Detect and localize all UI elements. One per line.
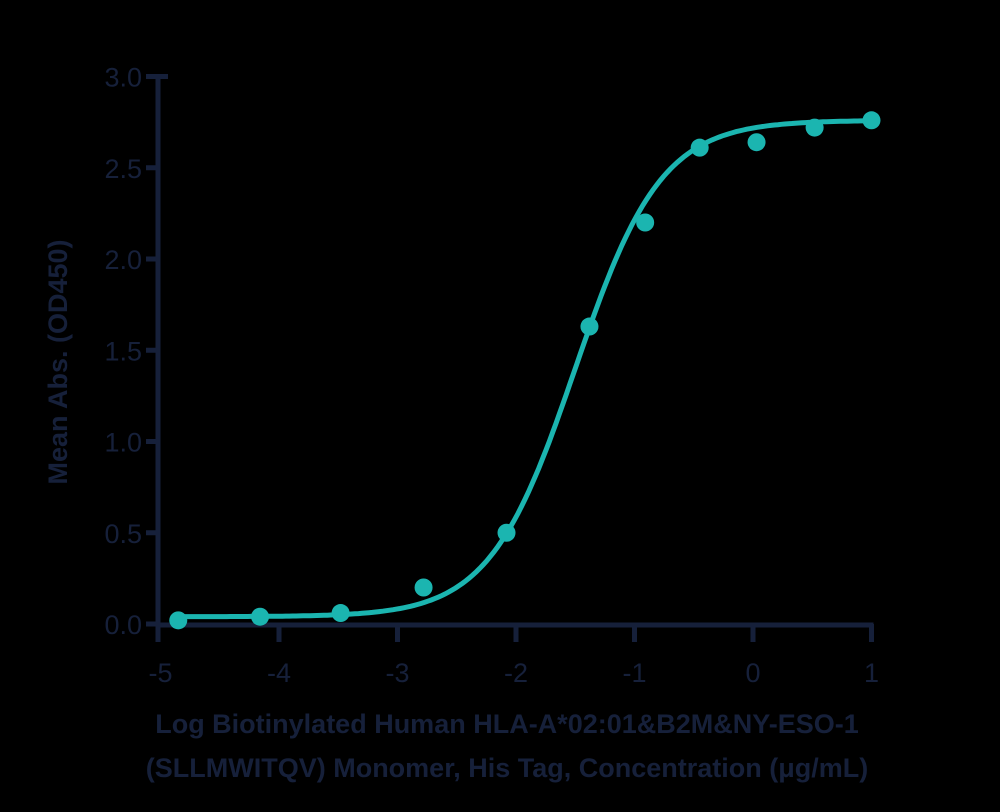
x-tick-label: 1 (864, 658, 879, 688)
x-tick-label: -4 (267, 658, 291, 688)
y-tick-label: 3.0 (104, 63, 142, 93)
y-tick-label: 2.5 (104, 154, 142, 184)
y-tick-label: 0.0 (104, 610, 142, 640)
data-points (169, 111, 881, 630)
y-tick-label: 1.0 (104, 428, 142, 458)
data-point (580, 317, 599, 336)
y-axis: 0.0 0.5 1.0 1.5 2.0 2.5 3.0 (104, 63, 168, 640)
data-point (414, 578, 433, 597)
x-axis: -5 -4 -3 -2 -1 0 1 (148, 622, 879, 688)
x-tick-label: -1 (622, 658, 646, 688)
y-tick-label: 0.5 (104, 519, 142, 549)
data-point (690, 138, 709, 157)
x-tick-label: -2 (504, 658, 528, 688)
data-point (169, 611, 188, 630)
data-point (747, 133, 766, 152)
data-point (636, 213, 655, 232)
data-point (251, 607, 270, 626)
data-point (497, 523, 516, 542)
data-point (862, 111, 881, 130)
y-axis-title: Mean Abs. (OD450) (43, 239, 73, 484)
data-point (805, 118, 824, 137)
x-axis-title-line-2: (SLLMWITQV) Monomer, His Tag, Concentrat… (146, 753, 869, 783)
x-tick-label: -3 (385, 658, 409, 688)
x-axis-title-line-1: Log Biotinylated Human HLA-A*02:01&B2M&N… (155, 709, 859, 739)
fit-curve (175, 118, 874, 620)
y-tick-label: 2.0 (104, 245, 142, 275)
x-tick-label: 0 (745, 658, 760, 688)
x-tick-label: -5 (148, 658, 172, 688)
data-point (331, 604, 350, 623)
y-tick-label: 1.5 (104, 336, 142, 366)
